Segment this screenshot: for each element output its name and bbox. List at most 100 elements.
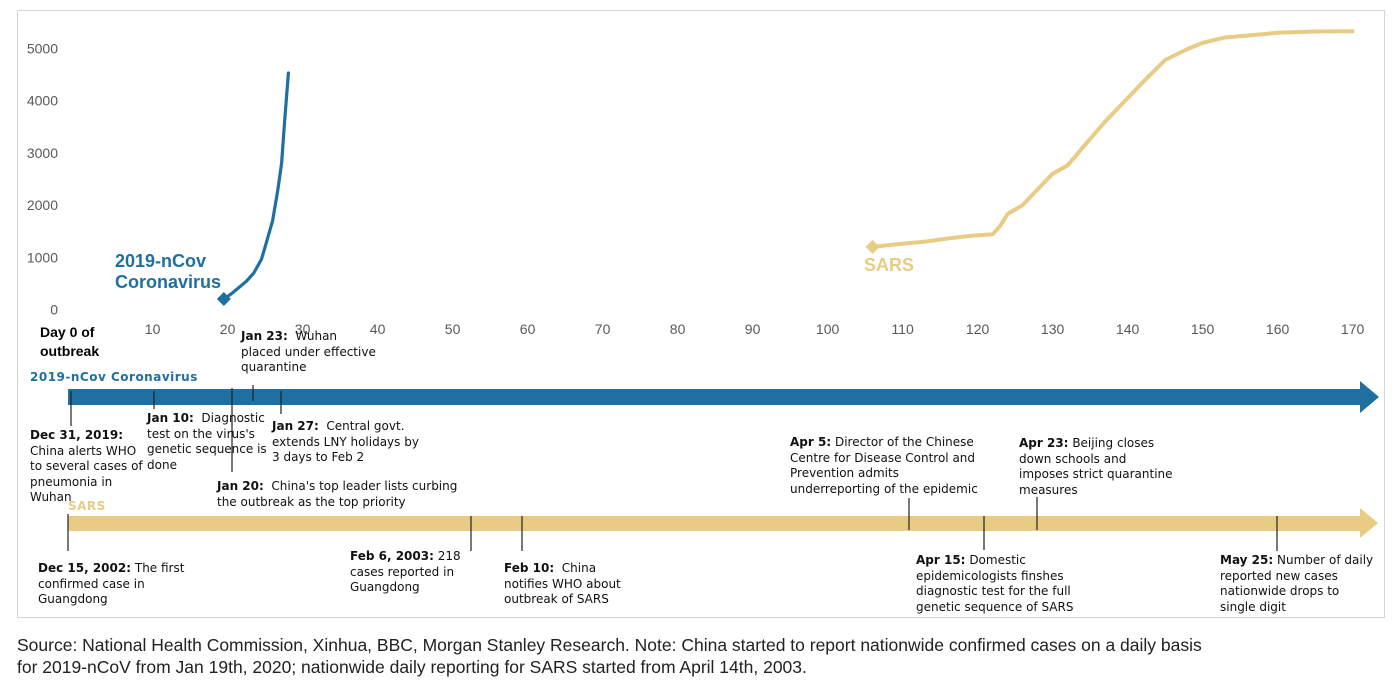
x-tick-label: 110 bbox=[891, 321, 914, 337]
event-text: Guangdong bbox=[350, 580, 420, 594]
event-text: done bbox=[147, 457, 177, 472]
x-tick-label: 160 bbox=[1266, 321, 1290, 337]
source-note: Source: National Health Commission, Xinh… bbox=[17, 634, 1387, 678]
x-tick-label: 100 bbox=[816, 321, 840, 337]
event-sars-apr23: Apr 23: Beijing closes down schools and … bbox=[1019, 436, 1173, 498]
ncov-timeline-arrowhead bbox=[1360, 381, 1379, 413]
event-sars-dec15: Dec 15, 2002: The first confirmed case i… bbox=[38, 561, 184, 608]
event-text: Director of the Chinese bbox=[834, 435, 974, 449]
x-tick-label: 30 bbox=[295, 321, 311, 337]
x-origin-label-line2: outbreak bbox=[40, 343, 99, 359]
y-tick-label: 0 bbox=[50, 302, 58, 318]
event-date: Feb 10: bbox=[504, 561, 555, 575]
event-date: Apr 5: bbox=[790, 435, 832, 449]
event-text: Wuhan bbox=[30, 490, 72, 504]
series-label-ncov-line2: Coronavirus bbox=[115, 272, 221, 292]
event-text: quarantine bbox=[241, 360, 307, 374]
x-tick-label: 130 bbox=[1041, 321, 1065, 337]
x-tick-label: 150 bbox=[1191, 321, 1215, 337]
x-tick-label: 50 bbox=[445, 321, 461, 337]
event-date: Jan 23: bbox=[241, 329, 288, 343]
event-text: notifies WHO about bbox=[504, 576, 621, 591]
event-text: measures bbox=[1019, 482, 1078, 497]
event-text: down schools and bbox=[1019, 451, 1127, 466]
event-text: Diagnostic bbox=[201, 411, 265, 425]
event-ncov-jan27: Jan 27: Central govt. extends LNY holida… bbox=[272, 419, 419, 466]
y-axis-ticks: 0 1000 2000 3000 4000 5000 bbox=[27, 41, 58, 318]
event-text: epidemicologists finshes bbox=[916, 568, 1064, 583]
event-date: Jan 10: bbox=[147, 411, 194, 425]
event-sars-apr15: Apr 15: Domestic epidemicologists finshe… bbox=[916, 553, 1073, 615]
ncov-timeline-label: 2019-nCov Coronavirus bbox=[30, 370, 198, 384]
event-text: diagnostic test for the full bbox=[916, 584, 1071, 598]
event-text: Beijing closes bbox=[1072, 436, 1155, 450]
event-date: Jan 20: bbox=[217, 479, 264, 493]
event-ncov-dec31: Dec 31, 2019: China alerts WHO to severa… bbox=[30, 428, 143, 506]
event-text: imposes strict quarantine bbox=[1019, 467, 1173, 481]
event-text: Central govt. bbox=[326, 419, 405, 433]
event-text: Prevention admits bbox=[790, 466, 899, 480]
y-tick-label: 5000 bbox=[27, 41, 58, 57]
sars-timeline-label: SARS bbox=[68, 499, 106, 513]
sars-timeline-arrowhead bbox=[1360, 508, 1378, 538]
sars-timeline-band bbox=[68, 516, 1362, 531]
event-text: underreporting of the epidemic bbox=[790, 481, 978, 496]
ncov-series-line bbox=[222, 71, 290, 301]
event-date: Feb 6, 2003: bbox=[350, 549, 434, 563]
x-axis-ticks: 10 20 30 40 50 60 70 80 90 100 110 120 130 140 150 160 1… bbox=[145, 321, 1365, 337]
event-text: China's top leader lists curbing bbox=[271, 479, 458, 493]
x-tick-label: 80 bbox=[670, 321, 686, 337]
event-text: 3 days to Feb 2 bbox=[272, 450, 365, 464]
event-text: Centre for Disease Control and bbox=[790, 450, 976, 465]
event-text: outbreak of SARS bbox=[504, 592, 609, 606]
event-ncov-jan10: Jan 10: Diagnostic test on the virus's g… bbox=[147, 411, 267, 473]
event-text: Guangdong bbox=[38, 592, 108, 606]
event-text: Wuhan bbox=[295, 329, 338, 343]
series-label-sars: SARS bbox=[864, 255, 914, 275]
plot-lines bbox=[216, 29, 1355, 307]
event-text: single digit bbox=[1220, 599, 1286, 614]
x-tick-label: 60 bbox=[520, 321, 536, 337]
event-text: cases reported in bbox=[350, 564, 455, 579]
event-text: China alerts WHO bbox=[30, 443, 137, 458]
x-tick-label: 20 bbox=[220, 321, 236, 337]
event-text: extends LNY holidays by bbox=[272, 434, 419, 449]
event-ncov-jan20: Jan 20: China's top leader lists curbing… bbox=[217, 479, 457, 510]
x-tick-label: 40 bbox=[370, 321, 386, 337]
sars-series-line bbox=[870, 29, 1355, 249]
x-tick-label: 10 bbox=[145, 321, 161, 337]
x-tick-label: 120 bbox=[966, 321, 990, 337]
ncov-timeline-band bbox=[68, 389, 1362, 405]
chart: 0 1000 2000 3000 4000 5000 10 20 30 40 50 60 70 80 90… bbox=[27, 29, 1379, 551]
timeline-markers bbox=[67, 385, 1278, 551]
event-text: placed under effective bbox=[241, 344, 376, 359]
event-text: to several cases of bbox=[30, 459, 143, 473]
x-tick-label: 90 bbox=[745, 321, 761, 337]
event-date: May 25: bbox=[1220, 553, 1274, 567]
event-text: The first bbox=[134, 561, 185, 575]
series-label-ncov-line1: 2019-nCov bbox=[115, 251, 206, 271]
source-line-2: for 2019-nCoV from Jan 19th, 2020; natio… bbox=[17, 657, 807, 677]
ncov-start-marker bbox=[216, 292, 231, 307]
event-sars-may25: May 25: Number of daily reported new cas… bbox=[1220, 553, 1373, 615]
y-tick-label: 2000 bbox=[27, 197, 58, 213]
chart-frame bbox=[17, 10, 1385, 618]
event-text: test on the virus's bbox=[147, 426, 255, 441]
event-ncov-jan23: Jan 23: Wuhan placed under effective qua… bbox=[241, 329, 376, 376]
y-tick-label: 4000 bbox=[27, 93, 58, 109]
event-date: Apr 15: bbox=[916, 553, 966, 567]
sars-start-marker bbox=[865, 239, 880, 254]
event-sars-feb10: Feb 10: China notifies WHO about outbrea… bbox=[504, 561, 621, 608]
event-text: China bbox=[561, 561, 597, 575]
source-line-1: Source: National Health Commission, Xinh… bbox=[17, 635, 1202, 655]
event-text: the outbreak as the top priority bbox=[217, 494, 406, 509]
event-text: Number of daily bbox=[1277, 553, 1374, 567]
x-tick-label: 70 bbox=[595, 321, 611, 337]
event-text: nationwide drops to bbox=[1220, 584, 1340, 598]
event-text: Domestic bbox=[969, 553, 1026, 567]
event-date: Dec 15, 2002: bbox=[38, 561, 132, 575]
event-text: reported new cases bbox=[1220, 568, 1338, 583]
x-tick-label: 170 bbox=[1341, 321, 1365, 337]
event-date: Apr 23: bbox=[1019, 436, 1069, 450]
event-date: Dec 31, 2019: bbox=[30, 428, 124, 442]
